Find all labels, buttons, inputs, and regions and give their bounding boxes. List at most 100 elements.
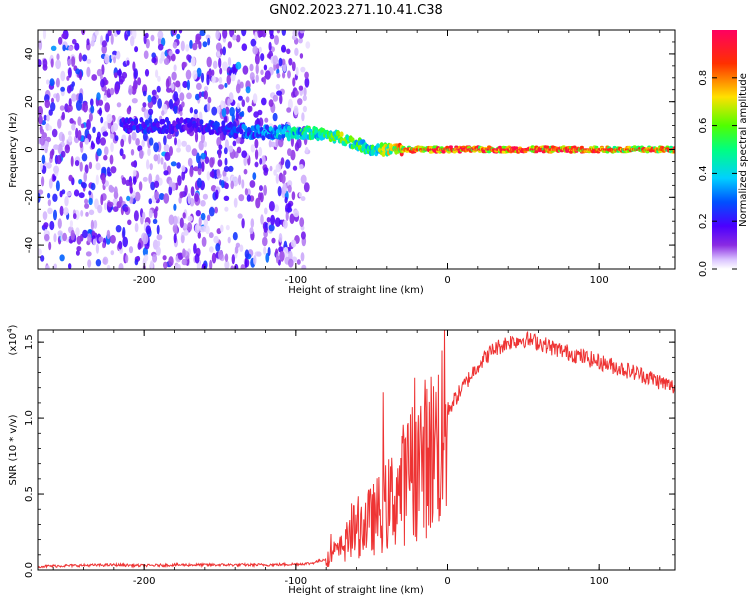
noise-cell [195,93,200,101]
noise-cell [227,41,232,49]
noise-cell [264,117,269,123]
noise-cell [100,137,106,146]
noise-cell [57,218,62,229]
noise-cell [45,265,50,269]
signal-cell [669,145,674,149]
noise-cell [262,236,268,247]
ridge-core-cell [501,148,503,151]
noise-cell [112,206,119,213]
noise-cell [92,126,96,133]
noise-cell [200,152,207,160]
noise-cell [130,35,135,47]
noise-cell [298,85,304,91]
noise-cell [236,146,242,154]
noise-cell [196,177,202,188]
noise-cell [132,169,137,177]
noise-cell [40,255,45,262]
noise-cell [80,123,85,129]
noise-cell [190,56,196,67]
ridge-core-cell [531,148,534,151]
noise-cell [265,252,270,263]
noise-cell [87,229,93,235]
noise-cell [290,239,297,248]
noise-cell [224,260,230,269]
noise-cell [168,256,174,267]
noise-cell [219,67,223,75]
noise-cell [287,180,293,188]
noise-cell [300,66,306,73]
noise-cell [97,204,103,214]
noise-cell [276,90,283,96]
noise-cell [202,263,207,269]
top-ytick-label: 20 [24,95,35,108]
noise-cell [298,37,303,44]
noise-cell [298,192,303,198]
noise-cell [75,100,82,111]
noise-cell [71,93,77,102]
ridge-core-cell [602,148,605,151]
noise-cell [252,45,258,55]
signal-cell [545,145,550,149]
noise-cell [216,51,221,57]
signal-cell [379,142,384,148]
noise-cell [149,163,153,171]
signal-cell [286,125,291,132]
noise-cell [281,30,286,36]
noise-cell [53,233,57,243]
noise-cell [129,186,133,194]
noise-cell [95,174,99,186]
ridge-core-cell [593,148,596,151]
noise-cell [163,144,170,152]
signal-cell [277,134,282,140]
noise-cell [185,144,192,153]
noise-cell [73,189,80,197]
noise-cell [155,246,161,256]
noise-cell [60,150,66,158]
noise-cell [226,74,232,85]
noise-cell [206,171,211,181]
noise-cell [223,166,230,172]
noise-cell [288,58,293,66]
noise-cell [182,248,186,258]
noise-cell [284,196,288,204]
noise-cell [279,250,285,262]
noise-cell [75,127,79,139]
noise-cell [291,191,296,201]
noise-cell [57,143,63,155]
noise-cell [230,265,235,269]
noise-cell [218,76,223,84]
noise-cell [112,50,118,56]
noise-cell [211,75,216,84]
noise-cell [209,246,214,253]
noise-cell [189,107,194,114]
noise-cell [131,131,137,141]
noise-cell [126,195,131,202]
signal-cell [255,124,260,130]
signal-cell [534,150,539,154]
noise-cell [245,86,251,94]
noise-cell [285,211,289,221]
noise-cell [278,137,284,148]
noise-cell [234,263,239,269]
noise-cell [235,111,239,122]
noise-cell [156,224,160,235]
noise-cell [70,229,75,241]
signal-cell [199,119,204,125]
noise-cell [227,57,232,67]
noise-cell [100,79,105,88]
ridge-core-cell [477,148,480,151]
noise-cell [43,222,49,228]
bottom-ytick-label: 0.0 [24,562,35,578]
noise-cell [230,72,236,82]
noise-cell [101,174,106,185]
noise-cell [190,186,195,197]
noise-cell [153,180,160,188]
ridge-core-cell [655,148,658,151]
ridge-core-cell [386,148,389,151]
signal-cell [164,128,169,135]
noise-cell [74,160,80,167]
noise-cell [175,80,181,88]
noise-cell [59,205,64,216]
noise-cell [172,41,178,49]
bottom-x-axis: -200 -100 0 100 [52,330,661,587]
